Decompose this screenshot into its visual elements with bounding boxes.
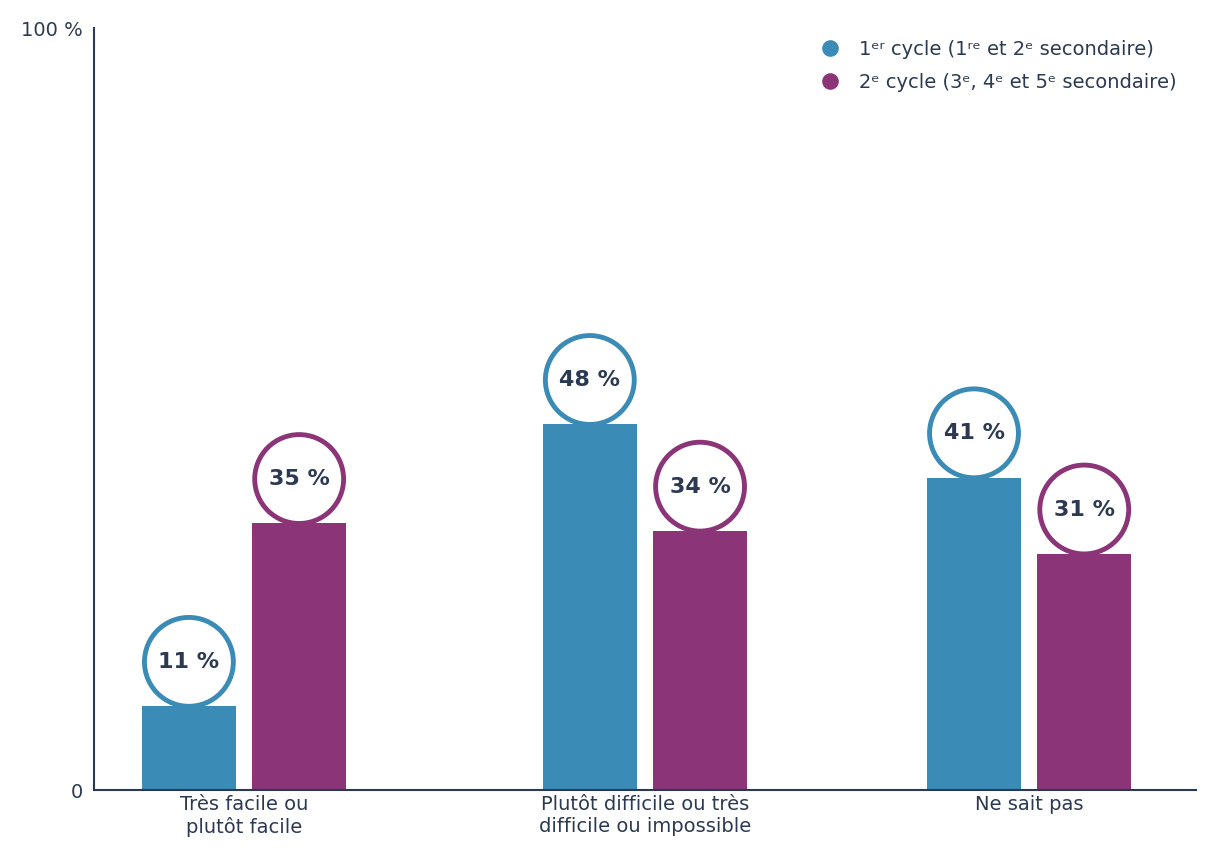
Bar bbox=[654, 531, 747, 790]
Bar bbox=[1037, 554, 1131, 790]
Circle shape bbox=[254, 435, 343, 523]
Text: 35 %: 35 % bbox=[269, 469, 330, 489]
Circle shape bbox=[1039, 465, 1128, 554]
Bar bbox=[252, 523, 346, 790]
Bar bbox=[927, 478, 1021, 790]
Text: 11 %: 11 % bbox=[158, 652, 219, 672]
Circle shape bbox=[145, 618, 234, 706]
Circle shape bbox=[656, 442, 745, 531]
Bar bbox=[543, 425, 636, 790]
Circle shape bbox=[930, 389, 1019, 478]
Text: 41 %: 41 % bbox=[943, 423, 1004, 444]
Bar bbox=[142, 706, 236, 790]
Legend: 1ᵉʳ cycle (1ʳᵉ et 2ᵉ secondaire), 2ᵉ cycle (3ᵉ, 4ᵉ et 5ᵉ secondaire): 1ᵉʳ cycle (1ʳᵉ et 2ᵉ secondaire), 2ᵉ cyc… bbox=[801, 30, 1187, 101]
Text: 31 %: 31 % bbox=[1054, 499, 1115, 519]
Text: 34 %: 34 % bbox=[669, 477, 730, 497]
Circle shape bbox=[545, 335, 634, 425]
Text: 48 %: 48 % bbox=[560, 370, 621, 390]
